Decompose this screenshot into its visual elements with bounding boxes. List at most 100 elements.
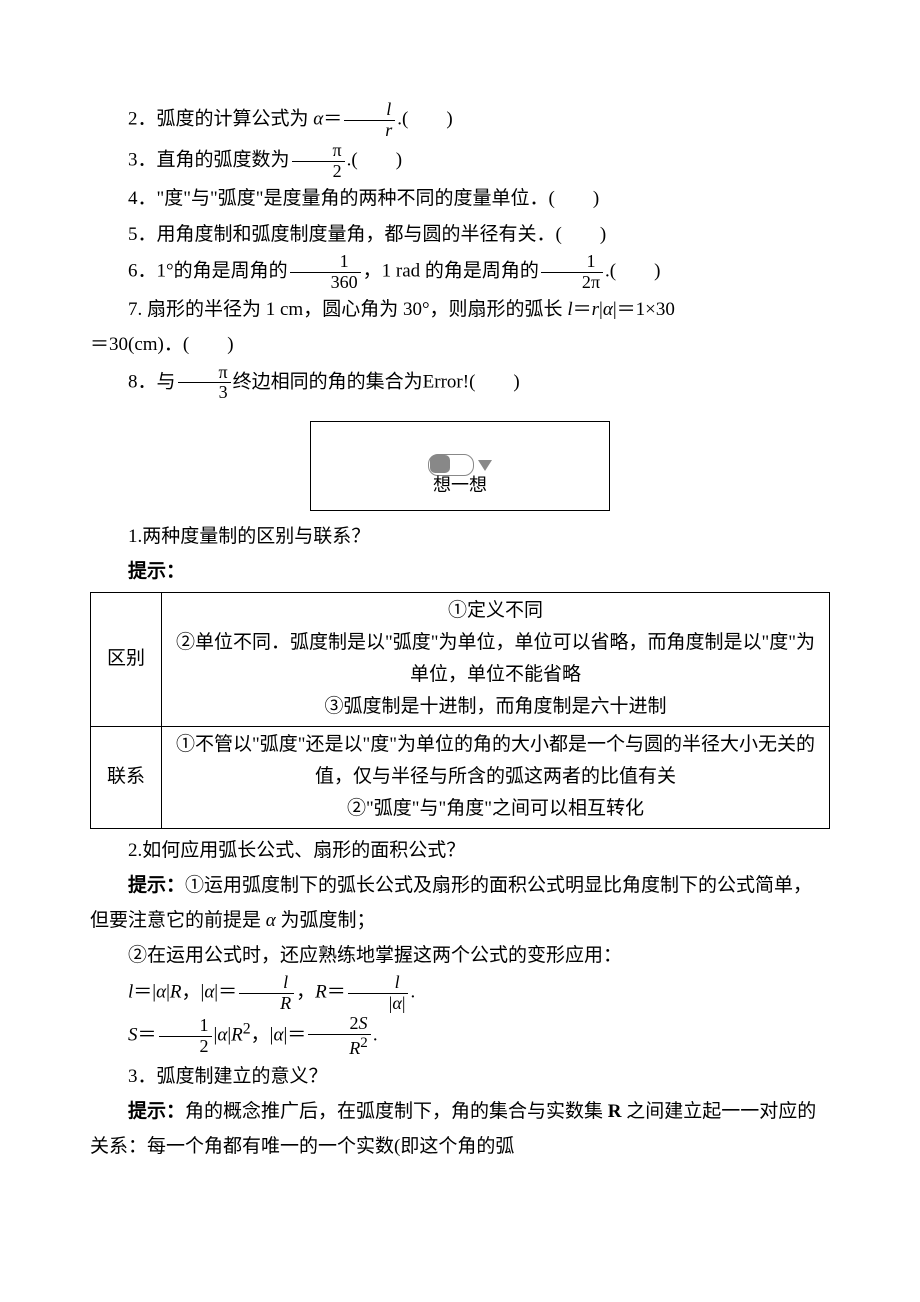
hint3-label: 提示： — [128, 1101, 185, 1122]
q2-alpha: α — [313, 109, 323, 130]
q8-num: π — [178, 363, 231, 383]
question-2: 2．弧度的计算公式为 α＝lr.( ) — [90, 100, 830, 141]
f2-den1: 2 — [159, 1036, 212, 1057]
q3-text-b: .( ) — [347, 149, 402, 170]
f1-g: . — [410, 982, 415, 1003]
row1-content: ①定义不同 ②单位不同．弧度制是以"弧度"为单位，单位可以省略，而角度制是以"度… — [162, 592, 830, 726]
section-2-title: 2.如何应用弧长公式、扇形的面积公式？ — [90, 833, 830, 868]
f2-alpha2: α — [273, 1025, 283, 1046]
q6-num1: 1 — [290, 252, 361, 272]
q6-den2: 2π — [541, 272, 603, 293]
f1-R1: R — [170, 982, 182, 1003]
hint2-text-a: ①运用弧度制下的弧长公式及扇形的面积公式明显比角度制下的公式简单，但要注意它的前… — [90, 875, 812, 931]
f1-e: ， — [296, 982, 315, 1003]
question-7-line1: 7. 扇形的半径为 1 cm，圆心角为 30°，则扇形的弧长 l＝r|α|＝1×… — [90, 292, 830, 327]
q8-fraction: π3 — [178, 363, 231, 404]
q8-text-b: 终边相同的角的集合为 — [233, 371, 423, 392]
table-row: 区别 ①定义不同 ②单位不同．弧度制是以"弧度"为单位，单位可以省略，而角度制是… — [91, 592, 830, 726]
row2-line1: ①不管以"弧度"还是以"度"为单位的角的大小都是一个与圆的半径大小无关的值，仅与… — [168, 729, 823, 794]
row2-content: ①不管以"弧度"还是以"度"为单位的角的大小都是一个与圆的半径大小无关的值，仅与… — [162, 726, 830, 828]
f1-d: |＝ — [214, 982, 237, 1003]
section-3-title: 3．弧度制建立的意义？ — [90, 1059, 830, 1094]
q6-num2: 1 — [541, 252, 603, 272]
q3-fraction: π2 — [292, 141, 345, 182]
q3-den: 2 — [292, 161, 345, 182]
q3-text-a: 3．直角的弧度数为 — [128, 149, 290, 170]
f2-den2: R2 — [308, 1034, 371, 1059]
row1-label: 区别 — [91, 592, 162, 726]
hint-2-line1: 提示：①运用弧度制下的弧长公式及扇形的面积公式明显比角度制下的公式简单，但要注意… — [90, 868, 830, 938]
f1-num1: l — [239, 973, 294, 993]
compare-table: 区别 ①定义不同 ②单位不同．弧度制是以"弧度"为单位，单位可以省略，而角度制是… — [90, 592, 830, 829]
q6-text-b: ，1 rad 的角是周角的 — [363, 260, 539, 281]
q2-num: l — [344, 100, 395, 120]
think-box: 想一想 — [310, 421, 610, 511]
row1-line2: ②单位不同．弧度制是以"弧度"为单位，单位可以省略，而角度制是以"度"为单位，单… — [168, 627, 823, 692]
hint2-alpha: α — [266, 910, 276, 931]
f1-f: ＝ — [327, 982, 346, 1003]
q6-text-a: 6．1°的角是周角的 — [128, 260, 288, 281]
f1-c: ，| — [182, 982, 205, 1003]
question-7-line2: ＝30(cm)．( ) — [90, 327, 830, 362]
f1-den1: R — [239, 993, 294, 1014]
q6-den1: 360 — [290, 272, 361, 293]
f2-num2: 2S — [308, 1014, 371, 1034]
q7-text-d: |＝1×30 — [613, 299, 675, 320]
q2-fraction: lr — [344, 100, 395, 141]
f2-e: |＝ — [283, 1025, 306, 1046]
f1-R2: R — [315, 982, 327, 1003]
q8-text-a: 8．与 — [128, 371, 176, 392]
hint2-label: 提示： — [128, 875, 185, 896]
row2-line2: ②"弧度"与"角度"之间可以相互转化 — [168, 793, 823, 825]
q2-den: r — [344, 120, 395, 141]
q8-text-c: ( ) — [469, 371, 520, 392]
q2-text-a: 2．弧度的计算公式为 — [128, 109, 313, 130]
f1-a: ＝| — [133, 982, 156, 1003]
q7-text-b: ＝ — [573, 299, 592, 320]
f1-num2: l — [348, 973, 409, 993]
f2-f: . — [373, 1025, 378, 1046]
f1-frac2: l|α| — [348, 973, 409, 1014]
f2-R: R — [231, 1025, 243, 1046]
f1-alpha1: α — [156, 982, 166, 1003]
hint-3: 提示：角的概念推广后，在弧度制下，角的集合与实数集 R 之间建立起一一对应的关系… — [90, 1094, 830, 1164]
f2-d: ，| — [251, 1025, 274, 1046]
q6-text-c: .( ) — [605, 260, 660, 281]
section-1-title: 1.两种度量制的区别与联系？ — [90, 519, 830, 554]
row1-line3: ③弧度制是十进制，而角度制是六十进制 — [168, 691, 823, 723]
think-label: 想一想 — [311, 469, 609, 502]
f2-num1: 1 — [159, 1016, 212, 1036]
question-4: 4．"度"与"弧度"是度量角的两种不同的度量单位．( ) — [90, 181, 830, 216]
hint3-text-a: 角的概念推广后，在弧度制下，角的集合与实数集 — [185, 1101, 608, 1122]
row1-line1: ①定义不同 — [168, 595, 823, 627]
q8-den: 3 — [178, 382, 231, 403]
hint3-R: R — [608, 1101, 622, 1122]
q6-fraction-1: 1360 — [290, 252, 361, 293]
f2-a: ＝ — [138, 1025, 157, 1046]
f2-frac2: 2SR2 — [308, 1014, 371, 1059]
q7-text-a: 7. 扇形的半径为 1 cm，圆心角为 30°，则扇形的弧长 — [128, 299, 567, 320]
table-row: 联系 ①不管以"弧度"还是以"度"为单位的角的大小都是一个与圆的半径大小无关的值… — [91, 726, 830, 828]
hint-2-line2: ②在运用公式时，还应熟练地掌握这两个公式的变形应用： — [90, 938, 830, 973]
hint2-text-b: 为弧度制； — [276, 910, 376, 931]
question-8: 8．与π3终边相同的角的集合为Error!( ) — [90, 363, 830, 404]
q7-r: r — [592, 299, 599, 320]
q2-text-b: ＝ — [323, 109, 342, 130]
hint-label-text: 提示： — [128, 561, 185, 582]
f1-frac1: lR — [239, 973, 294, 1014]
f2-sup: 2 — [243, 1020, 251, 1037]
question-6: 6．1°的角是周角的1360，1 rad 的角是周角的12π.( ) — [90, 252, 830, 293]
q3-num: π — [292, 141, 345, 161]
formula-line-2: S＝12|α|R2，|α|＝2SR2. — [90, 1014, 830, 1059]
q6-fraction-2: 12π — [541, 252, 603, 293]
formula-line-1: l＝|α|R，|α|＝lR，R＝l|α|. — [90, 973, 830, 1014]
f2-S: S — [128, 1025, 138, 1046]
row2-label: 联系 — [91, 726, 162, 828]
hint-1-label: 提示： — [90, 554, 830, 589]
q8-error: Error! — [423, 371, 469, 392]
f2-alpha1: α — [217, 1025, 227, 1046]
q2-text-c: .( ) — [397, 109, 452, 130]
question-3: 3．直角的弧度数为π2.( ) — [90, 141, 830, 182]
q7-alpha: α — [603, 299, 613, 320]
f2-frac1: 12 — [159, 1016, 212, 1057]
